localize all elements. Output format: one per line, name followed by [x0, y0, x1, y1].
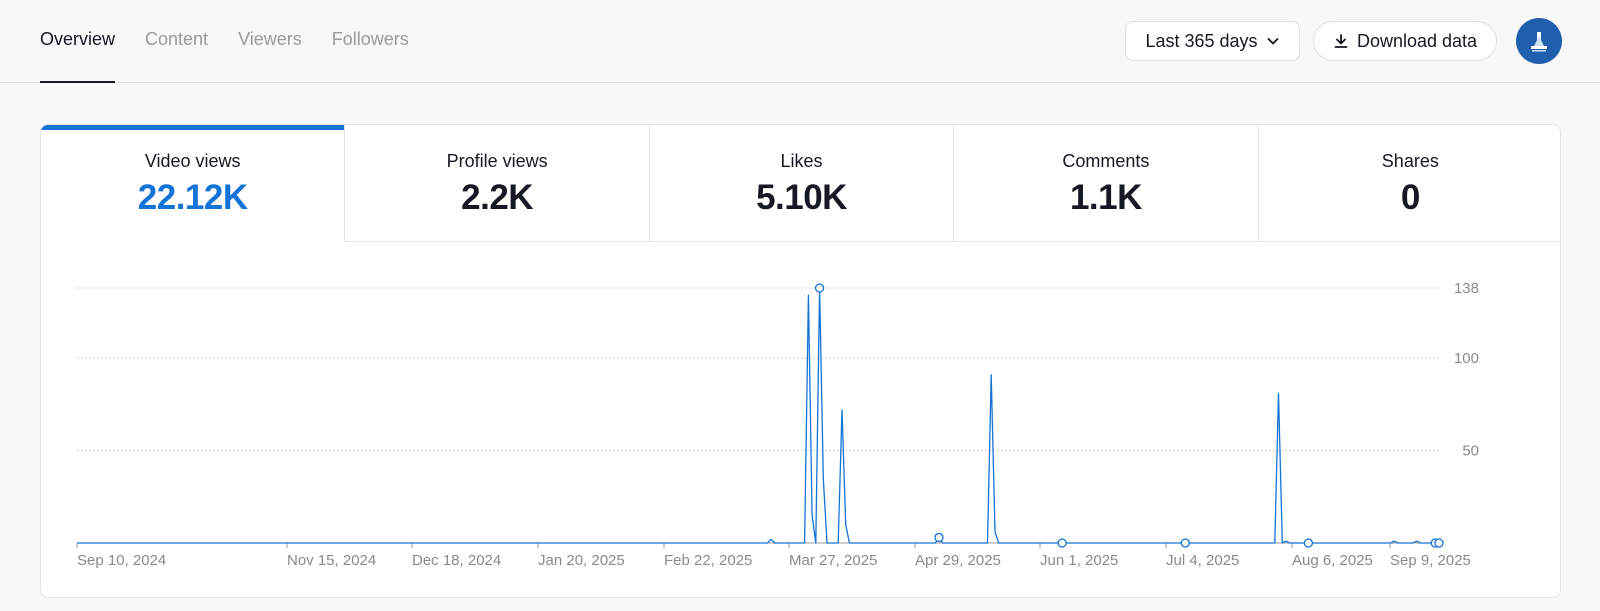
video-views-chart: 50 100 138 Sep 10, 2024 Nov 15, 2024 Dec 18, …: [76, 280, 1479, 569]
metric-value: 2.2K: [461, 178, 534, 217]
tab-followers[interactable]: Followers: [331, 29, 409, 49]
data-point: [1434, 538, 1444, 548]
metric-shares[interactable]: Shares 0: [1258, 125, 1560, 242]
data-point: [1303, 538, 1314, 548]
y-tick-label: 138: [1454, 280, 1479, 297]
tab-content[interactable]: Content: [145, 29, 209, 49]
metric-label: Comments: [1062, 151, 1150, 171]
metric-value: 1.1K: [1069, 178, 1142, 217]
avatar[interactable]: [1516, 18, 1562, 64]
metric-label: Likes: [780, 151, 823, 171]
x-tick-label: Jul 4, 2025: [1166, 552, 1239, 569]
tab-overview[interactable]: Overview: [40, 0, 116, 83]
avatar-logo-icon: [1531, 32, 1547, 52]
x-tick-label: Nov 15, 2024: [287, 552, 376, 569]
x-tick-label: Feb 22, 2025: [664, 552, 752, 569]
metric-tabs: Video views 22.12K Profile views 2.2K Li…: [41, 125, 1560, 242]
data-point: [814, 283, 825, 293]
x-tick-label: Dec 18, 2024: [412, 552, 501, 569]
nav-tabs: Overview Content Viewers Followers: [40, 0, 409, 83]
x-tick-label: Apr 29, 2025: [915, 552, 1001, 569]
download-label: Download data: [1356, 30, 1478, 51]
metric-label: Shares: [1381, 151, 1439, 171]
metric-value: 0: [1400, 178, 1420, 217]
y-tick-label: 100: [1454, 350, 1479, 367]
x-tick-label: Jan 20, 2025: [538, 552, 625, 569]
download-data-button[interactable]: Download data: [1313, 21, 1497, 61]
data-point: [1057, 538, 1067, 548]
top-header: Overview Content Viewers Followers Last …: [0, 0, 1600, 83]
metric-value: 22.12K: [137, 178, 248, 217]
metric-profile-views[interactable]: Profile views 2.2K: [345, 125, 650, 242]
x-tick-label: Sep 10, 2024: [77, 552, 166, 569]
metric-label: Profile views: [446, 151, 548, 171]
metric-video-views[interactable]: Video views 22.12K: [41, 125, 346, 242]
metric-value: 5.10K: [756, 178, 847, 217]
data-point: [934, 532, 944, 543]
x-tick-label: Aug 6, 2025: [1292, 552, 1373, 569]
metric-label: Video views: [144, 151, 241, 171]
series-line: [77, 287, 1439, 544]
data-point: [1180, 538, 1190, 548]
metric-comments[interactable]: Comments 1.1K: [954, 125, 1259, 242]
y-tick-label: 50: [1462, 443, 1479, 460]
x-tick-label: Jun 1, 2025: [1040, 552, 1118, 569]
analytics-card: Video views 22.12K Profile views 2.2K Li…: [40, 124, 1561, 598]
chevron-down-icon: [1267, 38, 1278, 45]
date-range-label: Last 365 days: [1145, 30, 1258, 51]
tab-viewers[interactable]: Viewers: [238, 29, 302, 49]
x-tick-label: Mar 27, 2025: [789, 552, 877, 569]
x-tick-label: Sep 9, 2025: [1390, 552, 1471, 569]
date-range-dropdown[interactable]: Last 365 days: [1125, 21, 1300, 61]
metric-likes[interactable]: Likes 5.10K: [649, 125, 955, 242]
download-icon: [1334, 34, 1348, 48]
